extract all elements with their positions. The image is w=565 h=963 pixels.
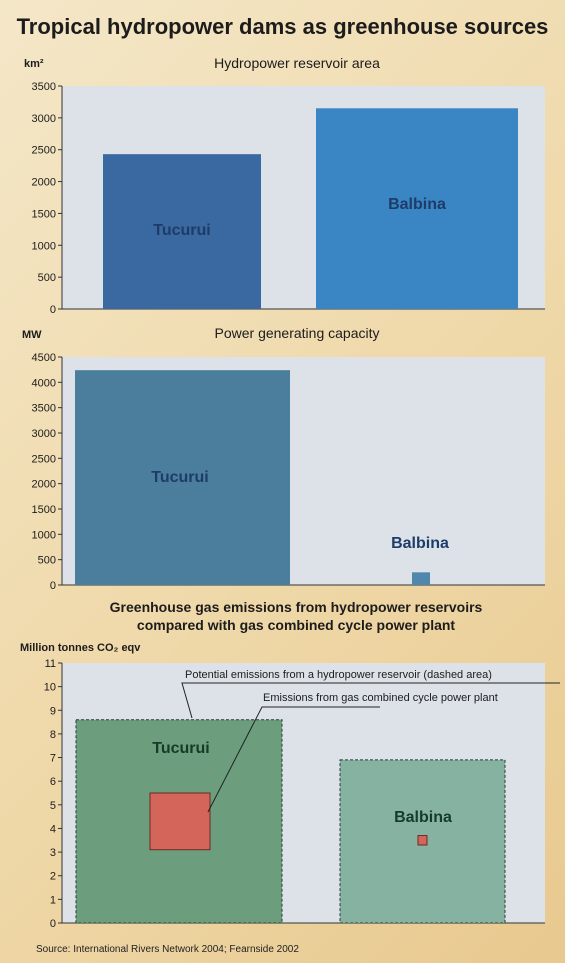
main-title: Tropical hydropower dams as greenhouse s… — [16, 14, 549, 39]
chart-title-3-line2: compared with gas combined cycle power p… — [137, 617, 456, 633]
y-tick-label: 1500 — [32, 504, 56, 516]
chart-title-3-line1: Greenhouse gas emissions from hydropower… — [110, 599, 483, 615]
category-label-tucurui-1: Tucurui — [153, 222, 210, 239]
y-tick-label: 4 — [50, 823, 56, 835]
y-tick-label: 2500 — [32, 145, 56, 157]
y-tick-label: 3000 — [32, 428, 56, 440]
y-tick-label: 9 — [50, 705, 56, 717]
y-tick-label: 5 — [50, 800, 56, 812]
y-tick-label: 500 — [38, 555, 56, 567]
gas-plant-box-tucurui — [149, 792, 211, 851]
bar-tucurui-2 — [75, 370, 290, 585]
callout-line-reservoir — [181, 682, 560, 719]
y-tick-label: 2000 — [32, 479, 56, 491]
y-tick-label: 0 — [50, 918, 56, 930]
callout-line-gas — [207, 706, 380, 813]
legend-gas-label: Emissions from gas combined cycle power … — [263, 692, 498, 704]
y-tick-label: 3500 — [32, 403, 56, 415]
y-tick-label: 3000 — [32, 113, 56, 125]
y-tick-label: 0 — [50, 580, 56, 592]
y-tick-label: 11 — [45, 658, 56, 670]
source-note: Source: International Rivers Network 200… — [36, 944, 299, 955]
y-tick-label: 1000 — [32, 240, 56, 252]
y-tick-label: 3500 — [32, 81, 56, 93]
category-label-balbina-1: Balbina — [388, 196, 446, 213]
y-tick-label: 1 — [50, 894, 56, 906]
y-axis-label-1: km² — [24, 58, 44, 70]
y-tick-label: 2500 — [32, 453, 56, 465]
category-label-balbina-3: Balbina — [394, 809, 452, 826]
y-tick-label: 1000 — [32, 529, 56, 541]
category-label-tucurui-3: Tucurui — [152, 740, 209, 757]
bar-balbina-2 — [412, 572, 430, 585]
y-tick-label: 2000 — [32, 177, 56, 189]
y-axis-label-2: MW — [22, 329, 42, 341]
bar-tucurui-1 — [103, 154, 261, 309]
gas-plant-box-balbina — [417, 835, 428, 846]
y-tick-label: 2 — [50, 871, 56, 883]
bar-balbina-1 — [316, 108, 518, 309]
y-tick-label: 500 — [38, 272, 56, 284]
y-tick-label: 7 — [50, 753, 56, 765]
y-tick-label: 6 — [50, 776, 56, 788]
y-tick-label: 1500 — [32, 208, 56, 220]
chart-title-2: Power generating capacity — [215, 325, 380, 341]
legend-reservoir-label: Potential emissions from a hydropower re… — [185, 669, 492, 681]
y-tick-label: 3 — [50, 847, 56, 859]
y-axis-label-3: Million tonnes CO₂ eqv — [20, 642, 141, 654]
y-tick-label: 4500 — [32, 352, 56, 364]
category-label-balbina-2: Balbina — [391, 535, 449, 552]
chart-title-1: Hydropower reservoir area — [214, 55, 380, 71]
category-label-tucurui-2: Tucurui — [151, 469, 208, 486]
y-tick-label: 4000 — [32, 377, 56, 389]
y-tick-label: 0 — [50, 304, 56, 316]
y-tick-label: 8 — [50, 729, 56, 741]
y-tick-label: 10 — [44, 682, 56, 694]
